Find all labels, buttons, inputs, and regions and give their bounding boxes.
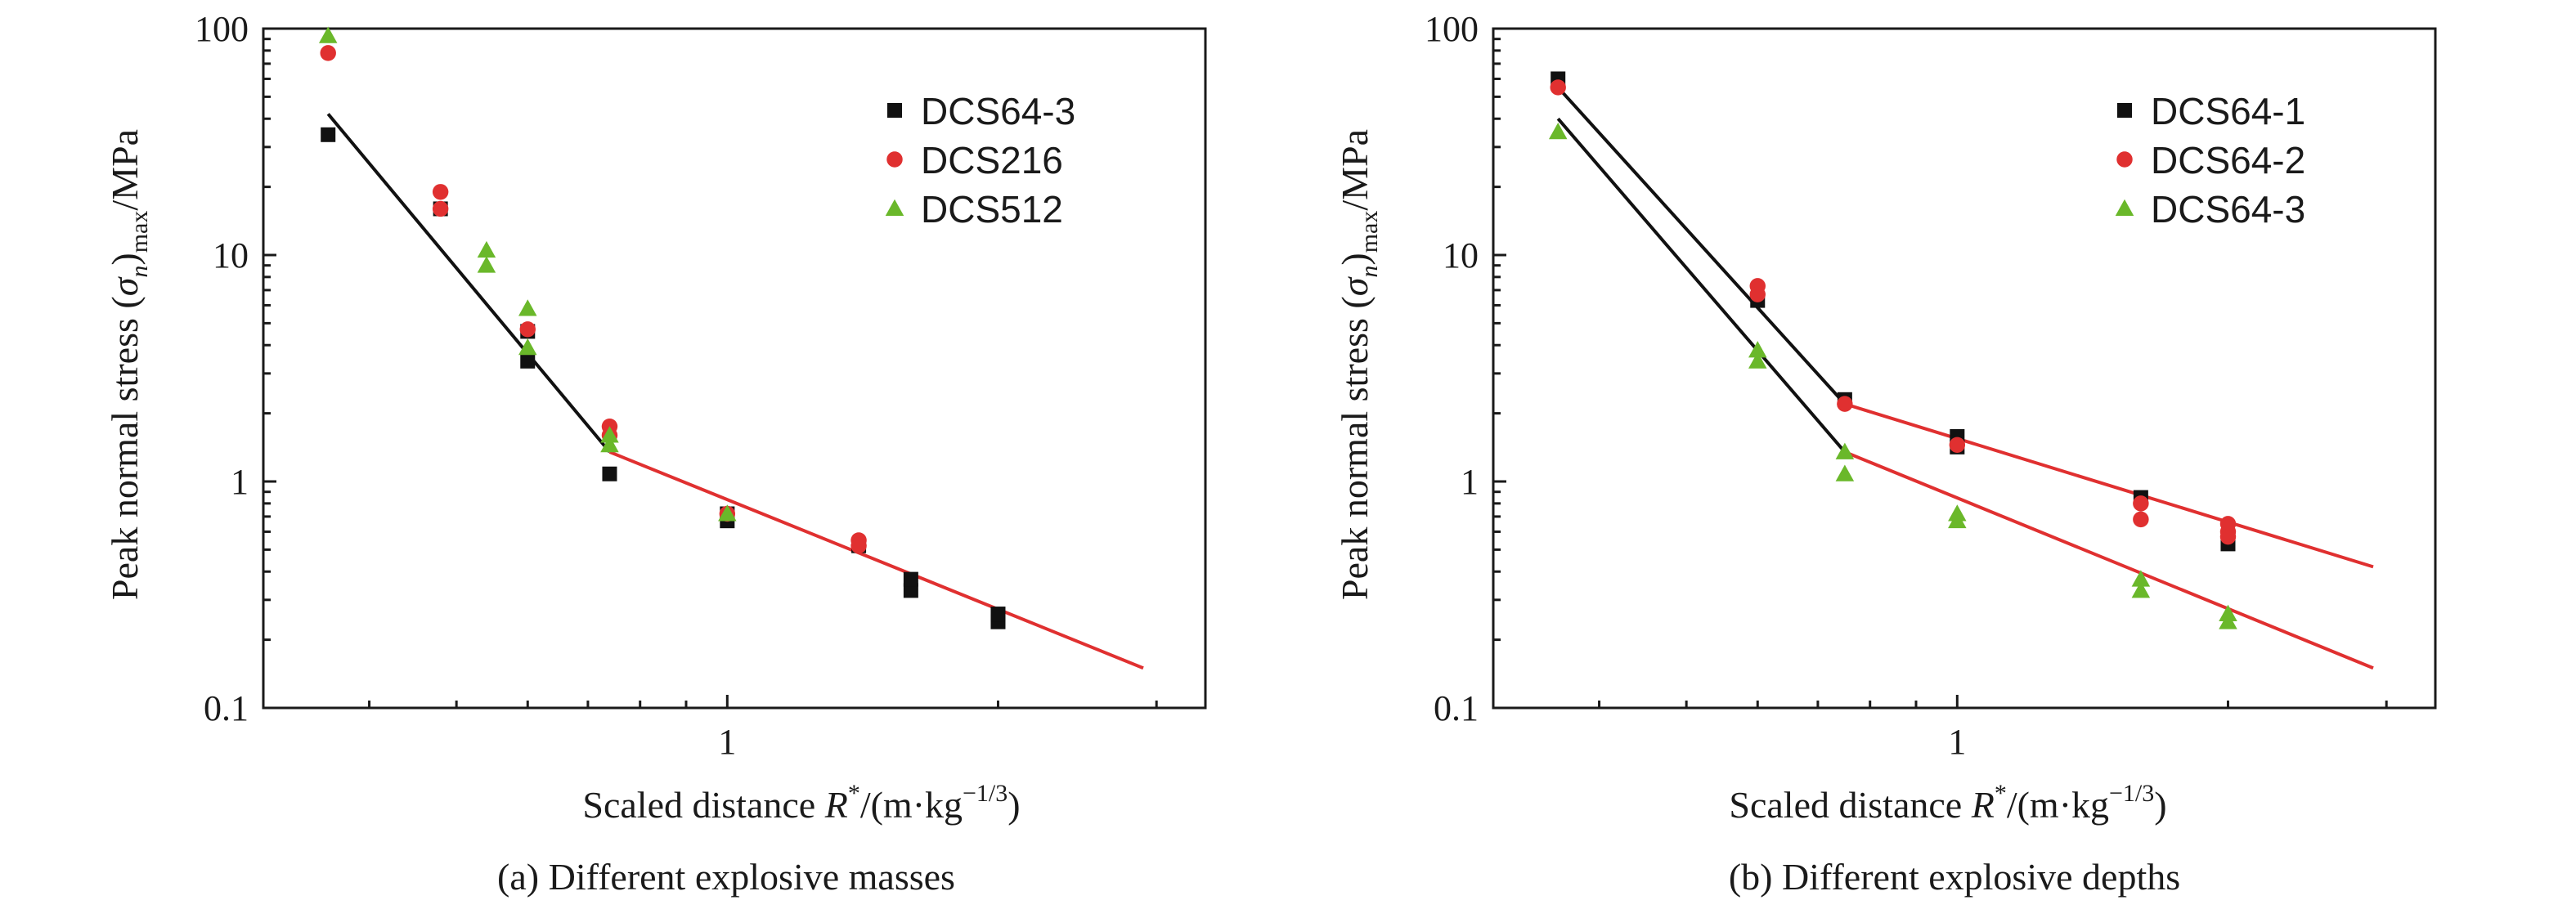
plot-frame-b [1492, 27, 2437, 710]
data-point-triangle [1748, 352, 1767, 369]
data-point-triangle [1748, 341, 1767, 358]
data-point-square [903, 583, 918, 598]
legend-marker-triangle [2115, 199, 2134, 216]
data-point-triangle [1835, 442, 1855, 459]
plot-area-b [1492, 27, 2437, 710]
y-tick-label: 0.1 [204, 688, 249, 728]
x-tick-label: 1 [718, 722, 736, 762]
data-point-circle [1837, 396, 1853, 412]
data-point-square [520, 353, 536, 369]
x-axis-label-a: Scaled distance R*/(m·kg−1/3) [582, 780, 1020, 826]
y-tick-labels-b: 0.1 1 10 100 [1425, 9, 1479, 728]
data-point-triangle [718, 504, 737, 522]
y-tick-label: 100 [195, 9, 249, 49]
data-point-triangle [518, 338, 537, 356]
points-a [318, 26, 1006, 629]
y-tick-label: 1 [231, 462, 249, 502]
x-tick-labels-b: 1 [1948, 722, 1966, 762]
plot-frame-a [262, 27, 1207, 710]
fit-line [1844, 450, 2374, 670]
legend-a: DCS64-3 DCS216 DCS512 [885, 90, 1075, 231]
x-tick-labels-a: 1 [718, 722, 736, 762]
data-point-square [990, 607, 1006, 622]
legend-label: DCS64-3 [2151, 188, 2305, 231]
fit-lines-a [326, 113, 1144, 670]
data-point-triangle [477, 240, 496, 258]
legend-label: DCS64-2 [2151, 139, 2305, 181]
y-tick-label: 10 [1443, 235, 1479, 275]
data-point-triangle [318, 26, 338, 43]
data-point-circle [2133, 495, 2149, 512]
data-point-triangle [600, 436, 619, 453]
data-point-circle [519, 321, 536, 338]
y-axis-label-b: Peak normal stress (σn)max/MPa [1334, 129, 1383, 600]
legend-label: DCS512 [921, 188, 1063, 231]
data-point-circle [320, 45, 336, 61]
data-point-circle [1550, 79, 1566, 96]
legend-marker-circle [886, 151, 903, 168]
legend-marker-triangle [885, 199, 904, 216]
data-point-triangle [518, 299, 537, 316]
fit-line [608, 450, 1144, 670]
data-point-circle [1749, 286, 1766, 302]
fit-line [1556, 117, 1847, 454]
data-point-triangle [1948, 511, 1967, 529]
y-tick-label: 100 [1425, 9, 1479, 49]
legend-label: DCS64-1 [2151, 90, 2305, 132]
y-tick-label: 0.1 [1434, 688, 1479, 728]
data-point-circle [2133, 511, 2149, 528]
legend-label: DCS64-3 [921, 90, 1075, 132]
data-point-triangle [1835, 464, 1855, 481]
panel-a: 0.1 1 10 100 1 DCS64-3 DCS216 DCS512 Scaled d… [104, 9, 1207, 898]
y-tick-labels-a: 0.1 1 10 100 [195, 9, 249, 728]
fit-line [1556, 86, 1847, 405]
legend-marker-circle [2116, 151, 2133, 168]
points-b [1548, 71, 2237, 629]
data-point-square [602, 466, 617, 481]
fit-lines-b [1556, 86, 2374, 670]
y-tick-label: 1 [1461, 462, 1479, 502]
data-point-circle [2219, 528, 2237, 545]
data-point-triangle [2131, 570, 2151, 587]
data-point-triangle [477, 256, 496, 273]
data-point-circle [432, 184, 449, 200]
data-point-circle [1949, 437, 1966, 454]
caption-b: (b) Different explosive depths [1729, 856, 2180, 898]
legend-label: DCS216 [921, 139, 1063, 181]
legend-marker-square [887, 103, 902, 118]
legend-marker-square [2117, 103, 2132, 118]
y-tick-label: 10 [213, 235, 249, 275]
x-axis-label-b: Scaled distance R*/(m·kg−1/3) [1729, 780, 2166, 826]
fit-line [326, 113, 612, 454]
data-point-triangle [600, 426, 619, 443]
data-point-square [321, 127, 336, 142]
data-point-triangle [2131, 581, 2151, 598]
data-point-triangle [1548, 123, 1568, 140]
data-point-circle [432, 200, 449, 217]
legend-b: DCS64-1 DCS64-2 DCS64-3 [2115, 90, 2305, 231]
caption-a: (a) Different explosive masses [497, 856, 955, 898]
panel-b: 0.1 1 10 100 1 DCS64-1 DCS64-2 DCS64-3 Scaled… [1334, 9, 2437, 898]
y-axis-label-a: Peak normal stress (σn)max/MPa [104, 129, 153, 600]
fit-line [1844, 402, 2374, 569]
data-point-circle [850, 537, 867, 554]
data-point-square [903, 571, 918, 587]
x-tick-label: 1 [1948, 722, 1966, 762]
plot-area-a [262, 27, 1207, 710]
data-point-triangle [2219, 612, 2237, 629]
